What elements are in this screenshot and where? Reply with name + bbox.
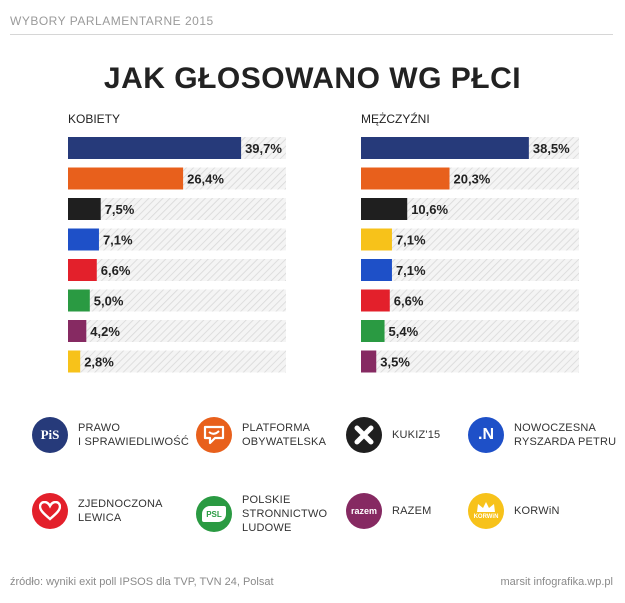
legend-item-kukiz: KUKIZ'15 [346,417,440,453]
legend-item-zl: ZJEDNOCZONA LEWICA [32,493,163,529]
bar-track [68,259,286,281]
bar-po [361,167,450,190]
bar-value-label: 7,1% [396,263,426,278]
korwin-crown-icon: KORWiN [468,493,504,529]
bar-korwin [361,228,392,251]
kukiz-logo-icon [346,417,382,453]
legend-label-zl: ZJEDNOCZONA LEWICA [78,498,163,524]
legend-item-korwin: KORWiN KORWiN [468,493,560,529]
bar-track [68,350,286,373]
bar-track [361,289,579,312]
chart-women-svg: 39,7% 26,4% 7,5% 7,1% 6,6% 5,0% 4,2% 2,8% [68,137,286,373]
legend-label-razem: RAZEM [392,505,432,517]
bar-track [361,198,579,220]
legend-label-nowoczesna: NOWOCZESNA RYSZARDA PETRU [514,422,617,448]
nowoczesna-logo-text: .N [478,426,494,443]
chart-men-label: MĘŻCZYŹNI [361,112,430,126]
legend-item-nowoczesna: .N NOWOCZESNA RYSZARDA PETRU [468,417,616,453]
razem-logo-text: razem [350,506,377,516]
credit-note: marsit infografika.wp.pl [500,576,614,588]
legend-label-pis: PRAWO I SPRAWIEDLIWOŚĆ [78,422,189,448]
po-logo-shape [203,425,225,445]
pis-logo-text: PiS [40,427,60,442]
bar-po [68,167,184,190]
kukiz-x-shape [354,425,374,445]
bar-zl [361,289,390,312]
bar-korwin [68,350,81,373]
zl-heart-icon [32,493,68,529]
bar-value-label: 6,6% [101,263,131,278]
party-legend: PiS PRAWO I SPRAWIEDLIWOŚĆ PLATFORMA OBY… [0,405,625,545]
bar-value-label: 7,5% [105,202,135,217]
chart-women: KOBIETY 39,7% 26,4% 7,5% 7,1% 6,6% 5,0% 4,2% 2,… [68,112,288,397]
psl-logo-icon: PSL [196,496,232,532]
bar-track [361,228,579,251]
chart-women-label: KOBIETY [68,112,121,126]
legend-item-razem: razem RAZEM [346,493,432,529]
bar-track [361,259,579,281]
chart-men: MĘŻCZYŹNI 38,5% 20,3% 10,6% 7,1% 7,1% 6,6% 5,4… [361,112,581,397]
bar-track [361,320,579,342]
bar-nowoczesna [68,228,99,251]
po-logo-icon [196,417,232,453]
bar-track [68,228,286,251]
bar-track [68,320,286,342]
bar-value-label: 5,0% [94,294,124,309]
bar-pis [361,137,529,159]
legend-label-po: PLATFORMA OBYWATELSKA [242,422,327,448]
korwin-crown-shape [477,502,495,512]
psl-logo-text: PSL [206,509,222,519]
bar-value-label: 6,6% [394,294,424,309]
psl-logo-leaf: PSL [202,506,226,522]
bar-psl [68,289,90,312]
bar-zl [68,259,97,281]
legend-label-psl: POLSKIE STRONNICTWO LUDOWE [242,494,328,534]
pis-logo-icon: PiS [32,417,68,453]
bar-value-label: 4,2% [90,324,120,339]
bar-razem [68,320,87,342]
bar-value-label: 7,1% [396,233,426,248]
page-title: JAK GŁOSOWANO WG PŁCI [103,62,522,95]
legend-label-kukiz: KUKIZ'15 [392,429,441,441]
bar-value-label: 3,5% [380,355,410,370]
zl-heart-shape [39,501,61,521]
bar-kukiz15 [361,198,408,220]
bar-value-label: 10,6% [411,202,448,217]
bar-track [68,289,286,312]
bar-value-label: 39,7% [245,141,282,156]
bar-kukiz15 [68,198,101,220]
bar-value-label: 7,1% [103,233,133,248]
bar-value-label: 2,8% [84,355,114,370]
legend-item-po: PLATFORMA OBYWATELSKA [196,417,326,453]
bar-value-label: 38,5% [533,141,570,156]
bar-psl [361,320,385,342]
legend-item-pis: PiS PRAWO I SPRAWIEDLIWOŚĆ [32,417,189,453]
bar-value-label: 26,4% [187,172,224,187]
legend-label-korwin: KORWiN [514,505,560,517]
bar-value-label: 5,4% [389,324,419,339]
bar-pis [68,137,242,159]
korwin-logo-text: KORWiN [473,514,499,520]
bar-razem [361,350,377,373]
source-note: źródło: wyniki exit poll IPSOS dla TVP, … [10,576,274,588]
nowoczesna-logo-icon: .N [468,417,504,453]
razem-logo-icon: razem [346,493,382,529]
bar-track [68,198,286,220]
bar-nowoczesna [361,259,392,281]
bar-track [361,350,579,373]
header-divider [10,34,613,35]
header-label: WYBORY PARLAMENTARNE 2015 [10,14,214,28]
bar-value-label: 20,3% [454,172,491,187]
chart-men-svg: 38,5% 20,3% 10,6% 7,1% 7,1% 6,6% 5,4% 3,5% [361,137,579,373]
legend-item-psl: PSL POLSKIE STRONNICTWO LUDOWE [196,493,327,535]
